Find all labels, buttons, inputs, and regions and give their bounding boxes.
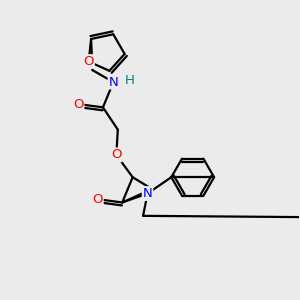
- Text: N: N: [143, 187, 152, 200]
- Text: H: H: [125, 74, 135, 87]
- Text: O: O: [83, 55, 94, 68]
- Text: O: O: [73, 98, 83, 111]
- Text: N: N: [109, 76, 118, 88]
- Text: O: O: [92, 193, 103, 206]
- Text: O: O: [111, 148, 122, 161]
